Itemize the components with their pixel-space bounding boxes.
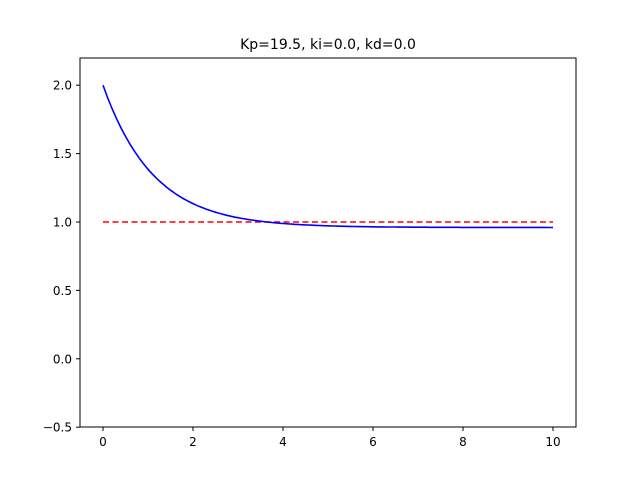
x-tick-label: 6 [369, 435, 377, 449]
x-axis-ticks: 0 2 4 6 8 10 [99, 427, 561, 449]
y-tick-label: 0.5 [53, 284, 72, 298]
response-line [102, 84, 553, 229]
plot-area [79, 57, 577, 428]
x-tick-label: 0 [99, 435, 107, 449]
y-tick-label: 1.5 [53, 147, 72, 161]
y-tick-label: 0.0 [53, 352, 72, 366]
y-tick-label: 2.0 [53, 79, 72, 93]
x-tick-label: 2 [189, 435, 197, 449]
chart-title: Kp=19.5, ki=0.0, kd=0.0 [240, 37, 416, 53]
x-tick-label: 8 [459, 435, 467, 449]
y-tick-label: −0.5 [43, 421, 72, 435]
y-axis-ticks: −0.5 0.0 0.5 1.0 1.5 2.0 [43, 79, 80, 435]
x-tick-label: 10 [545, 435, 560, 449]
x-tick-label: 4 [279, 435, 287, 449]
y-tick-label: 1.0 [53, 216, 72, 230]
